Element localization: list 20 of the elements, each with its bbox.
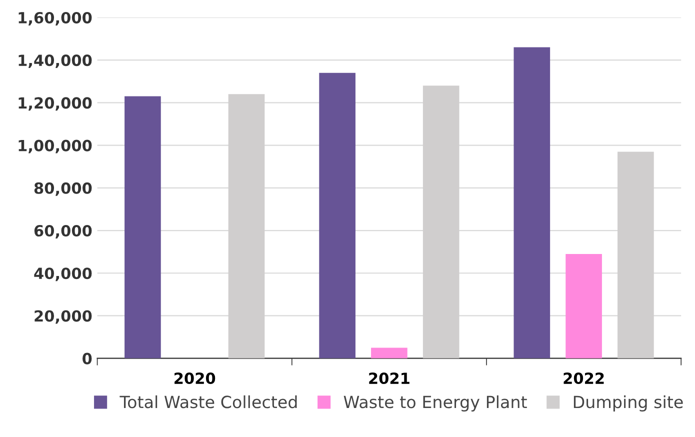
bar <box>566 254 602 358</box>
x-tick-label: 2020 <box>174 372 216 384</box>
bar <box>371 348 408 358</box>
y-tick-label: 40,000 <box>34 268 92 282</box>
y-tick-label: 1,40,000 <box>18 54 92 68</box>
y-tick-label: 80,000 <box>34 182 92 196</box>
legend-label: Total Waste Collected <box>120 395 297 408</box>
y-tick-label: 1,60,000 <box>18 12 92 26</box>
y-tick-label: 1,20,000 <box>18 97 92 111</box>
bar <box>514 47 550 358</box>
y-tick-label: 1,00,000 <box>18 140 92 154</box>
y-tick-label: 20,000 <box>34 310 92 324</box>
y-tick-label: 0 <box>82 352 92 364</box>
bar <box>124 96 161 358</box>
y-tick-label: 60,000 <box>34 224 92 238</box>
x-tick-label: 2022 <box>564 372 604 384</box>
bar <box>319 72 356 358</box>
legend-label: Waste to Energy Plant <box>344 395 527 412</box>
x-tick-label: 2021 <box>369 372 410 384</box>
legend-label: Dumping site <box>574 395 683 412</box>
